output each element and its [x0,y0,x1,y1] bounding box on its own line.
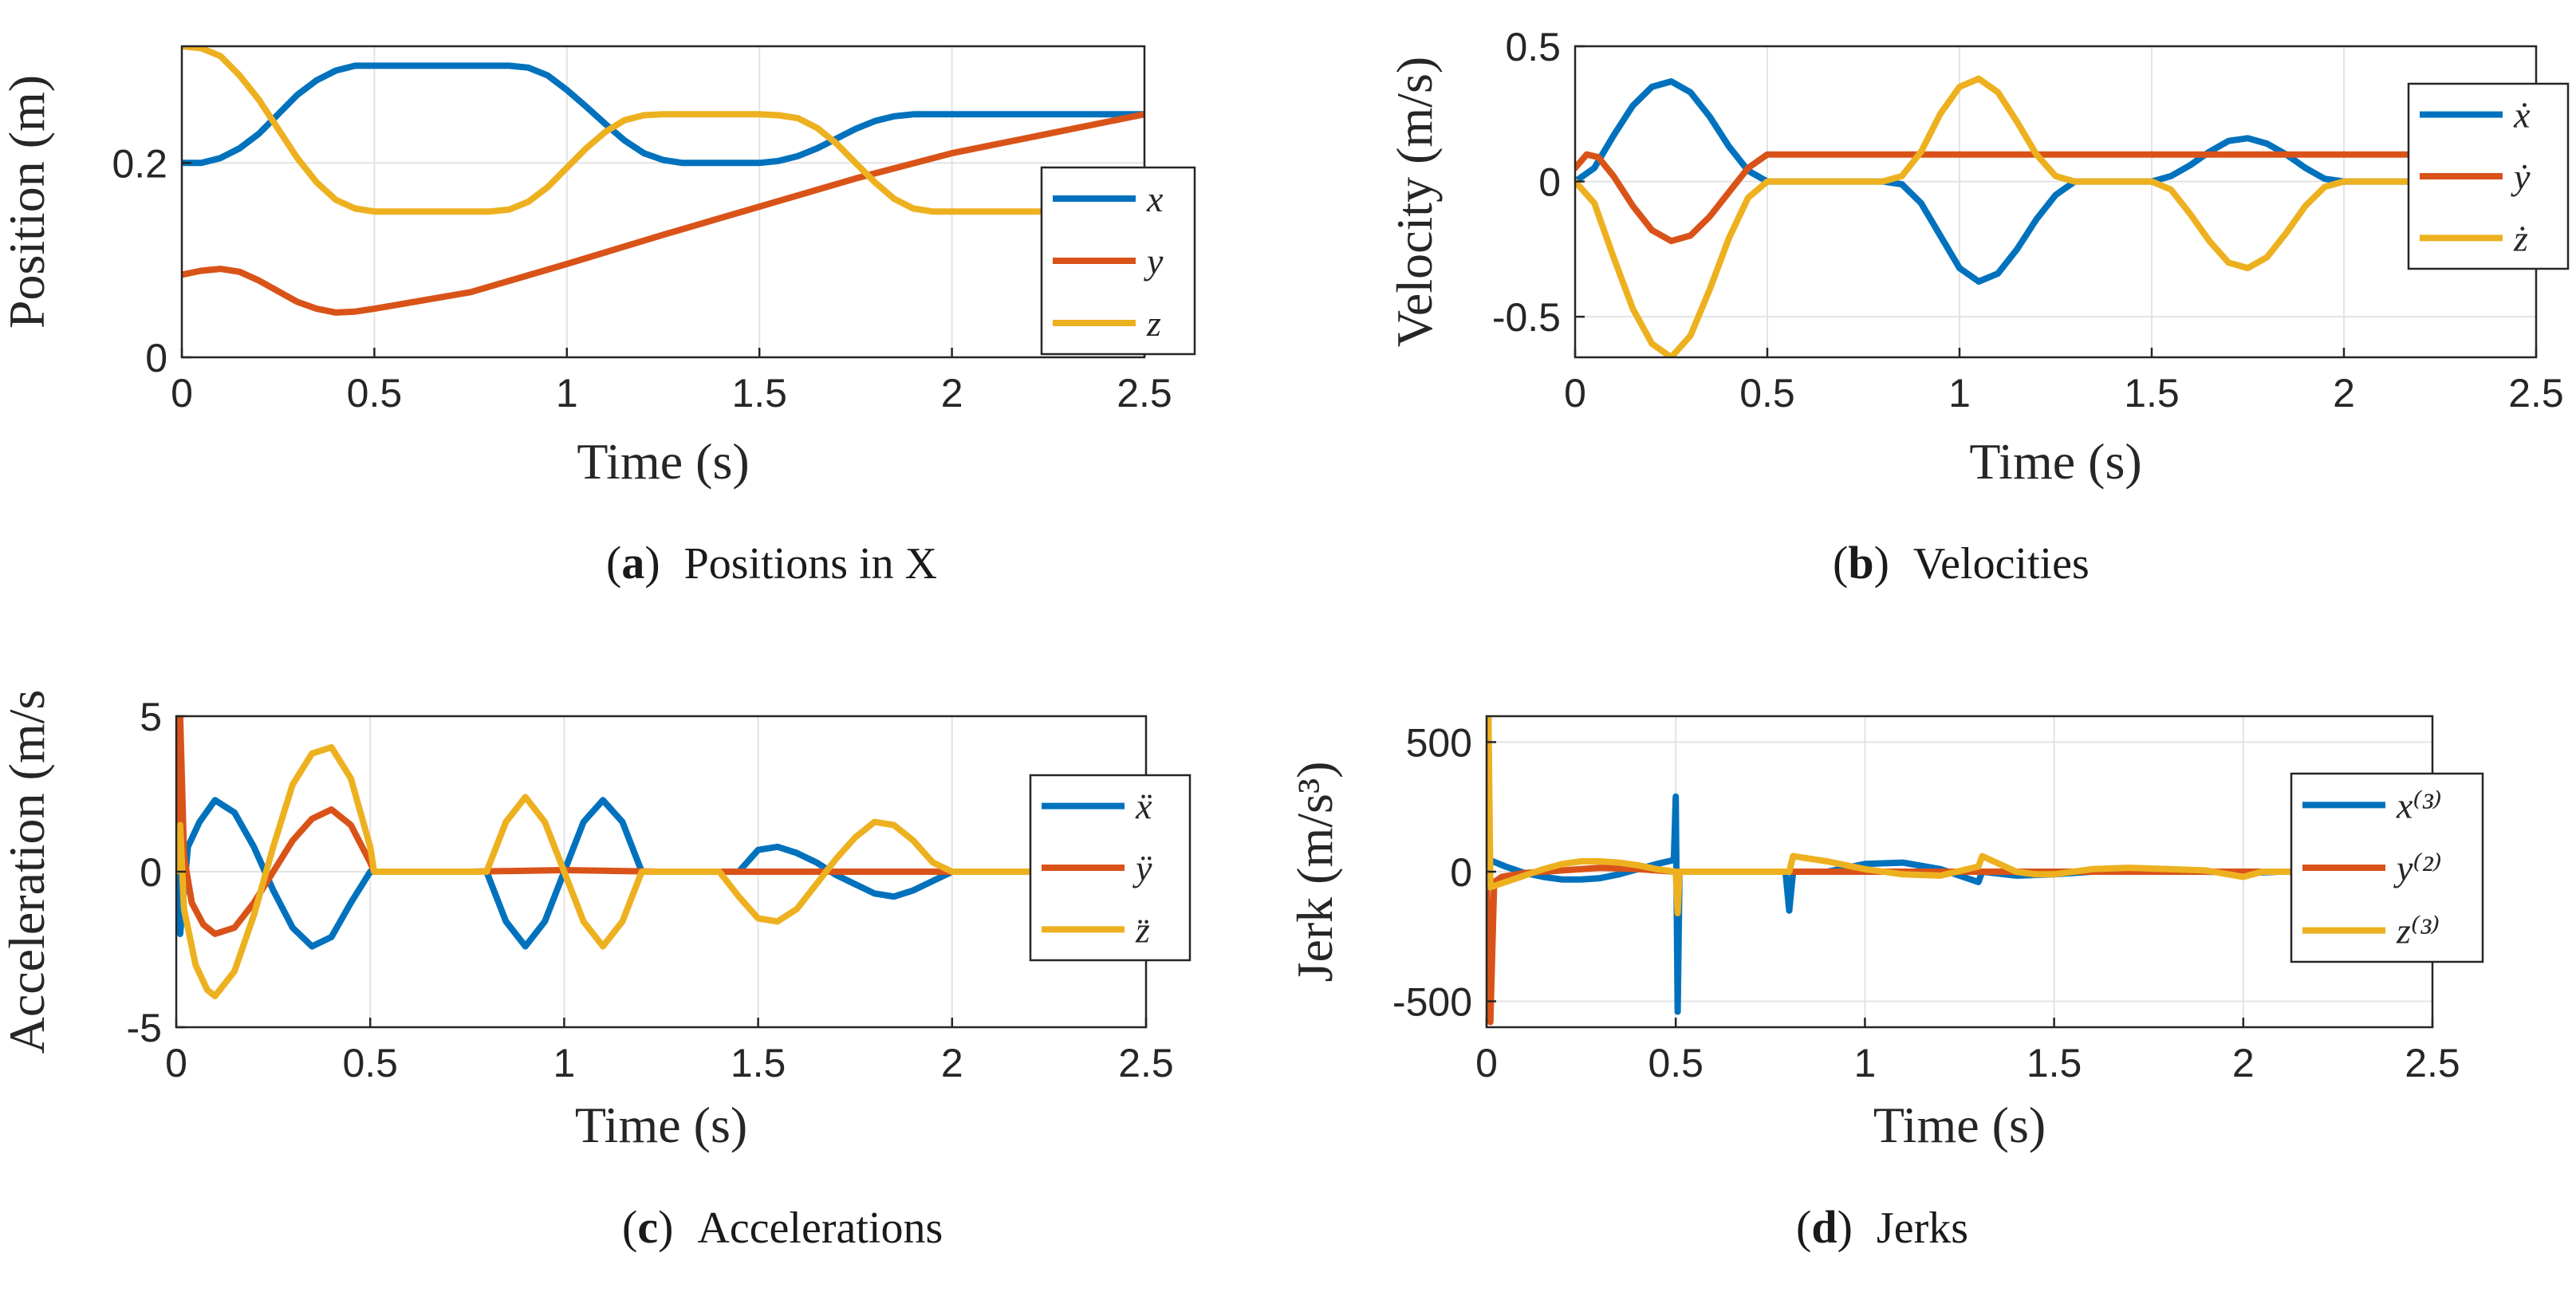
panel-caption: (c) Accelerations [622,1201,943,1253]
x-tick-label: 0.5 [1739,371,1795,416]
y-axis-label: Acceleration (m/s [0,690,55,1054]
legend-entry-label: y⁽²⁾ [2393,848,2442,888]
series-line-0 [176,797,1146,950]
x-tick-label: 0.5 [1648,1041,1704,1085]
x-axis-label: Time (s) [575,1097,747,1153]
y-axis-label: Position (m) [0,75,55,329]
x-tick-label: 1 [553,1041,575,1085]
x-tick-label: 1.5 [2124,371,2180,416]
x-tick-label: 1.5 [731,371,787,416]
x-axis-label: Time (s) [1969,433,2141,490]
x-tick-label: 2 [941,371,963,416]
x-tick-label: 0 [1564,371,1586,416]
legend-entry-label: ż [2513,218,2528,258]
legend: xyz [1040,166,1196,356]
y-tick-label: 0.2 [112,141,167,186]
x-tick-label: 0.5 [342,1041,398,1085]
x-tick-label: 2.5 [1118,1041,1174,1085]
y-tick-label: 500 [1406,721,1472,766]
series-line-2 [182,46,1144,215]
legend-entry-label: x⁽³⁾ [2396,785,2442,825]
x-tick-label: 2.5 [1117,371,1172,416]
series-line-2 [1575,75,2536,357]
x-tick-label: 0 [171,371,193,416]
x-tick-label: 2.5 [2508,371,2564,416]
x-tick-label: 2 [2333,371,2355,416]
x-tick-label: 0.5 [347,371,403,416]
x-axis-label: Time (s) [577,433,749,490]
series-line-1 [176,716,1146,937]
series-line-2 [176,744,1146,999]
y-tick-label: -5 [127,1006,162,1050]
panel-caption: (d) Jerks [1796,1201,1968,1253]
legend-entry-label: ẋ [2513,95,2531,136]
x-tick-label: 1.5 [2027,1041,2082,1085]
y-axis-label: Velocity (m/s) [1386,57,1443,347]
x-tick-label: 2 [2232,1041,2255,1085]
legend-entry-label: z⁽³⁾ [2396,911,2440,951]
legend: x⁽³⁾ y⁽²⁾ z⁽³⁾ [2290,772,2484,963]
plot-area [1575,46,2536,357]
x-tick-label: 0 [165,1041,187,1085]
x-tick-label: 0 [1475,1041,1498,1085]
legend: ẋẏż [2407,82,2570,270]
x-tick-label: 1.5 [731,1041,786,1085]
series-line-2 [1487,716,2432,916]
y-tick-label: -500 [1392,980,1472,1025]
y-tick-label: 0 [145,336,167,380]
x-tick-label: 1 [1948,371,1971,416]
legend: ẍÿ z̈ [1029,774,1191,962]
legend-entry-label: ẍ [1135,786,1152,827]
legend-entry-label: z [1146,303,1161,344]
legend-entry-label: x [1146,179,1164,219]
legend-entry-label: ẏ [2511,156,2531,197]
y-tick-label: 0 [1450,850,1472,895]
y-tick-label: 0 [140,850,162,895]
x-tick-label: 1 [1853,1041,1876,1085]
series-line-1 [182,111,1144,316]
y-axis-label: Jerk (m/s³) [1286,762,1343,983]
series-line-1 [1575,151,2536,245]
x-tick-label: 2 [941,1041,963,1085]
series-line-0 [182,62,1144,167]
x-tick-label: 1 [556,371,578,416]
legend-entry-label: y [1144,241,1164,282]
panel-caption: (b) Velocities [1833,537,2090,589]
y-tick-label: -0.5 [1492,295,1561,340]
y-tick-label: 0.5 [1505,25,1561,69]
y-tick-label: 5 [140,695,162,739]
y-tick-label: 0 [1538,160,1561,205]
panel-caption: (a) Positions in X [606,537,937,589]
x-tick-label: 2.5 [2405,1041,2460,1085]
legend-entry-label: ÿ [1132,848,1152,888]
legend-entry-label: z̈ [1135,909,1150,950]
x-axis-label: Time (s) [1873,1097,2046,1153]
panel-a: 0 0.5 1 1.5 2 2.5 0 0.2 Time (s) Position (m) xyz (… [0,45,1196,589]
